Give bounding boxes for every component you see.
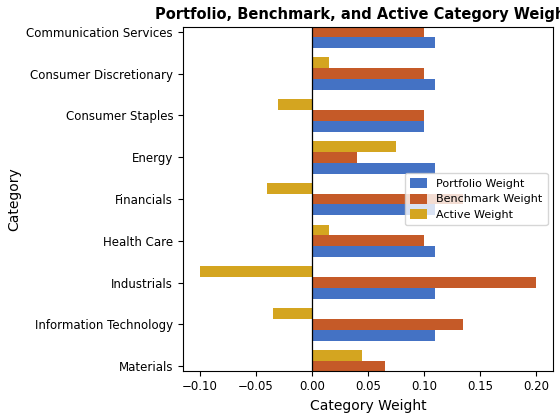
Bar — [312, 235, 424, 246]
Bar — [312, 37, 435, 48]
Bar — [312, 350, 362, 361]
Bar — [312, 68, 424, 79]
Bar — [278, 99, 312, 110]
Bar — [312, 121, 424, 132]
Bar — [312, 319, 463, 330]
Bar — [267, 183, 312, 194]
Bar — [312, 163, 435, 173]
Bar — [312, 225, 329, 235]
Bar — [312, 79, 435, 90]
Bar — [312, 372, 435, 383]
Bar — [312, 152, 357, 163]
Bar — [312, 330, 435, 341]
Bar — [312, 26, 424, 37]
Bar — [312, 16, 329, 26]
Legend: Portfolio Weight, Benchmark Weight, Active Weight: Portfolio Weight, Benchmark Weight, Acti… — [404, 173, 548, 225]
Bar — [312, 246, 435, 257]
Bar — [312, 194, 463, 205]
Bar — [312, 110, 424, 121]
Bar — [312, 205, 435, 215]
Bar — [312, 58, 329, 68]
Bar — [312, 277, 536, 288]
X-axis label: Category Weight: Category Weight — [310, 399, 426, 413]
Bar — [200, 266, 312, 277]
Title: Portfolio, Benchmark, and Active Category Weights: Portfolio, Benchmark, and Active Categor… — [155, 7, 560, 22]
Bar — [312, 361, 385, 372]
Y-axis label: Category: Category — [7, 167, 21, 231]
Bar — [312, 288, 435, 299]
Bar — [273, 308, 312, 319]
Bar — [312, 141, 396, 152]
